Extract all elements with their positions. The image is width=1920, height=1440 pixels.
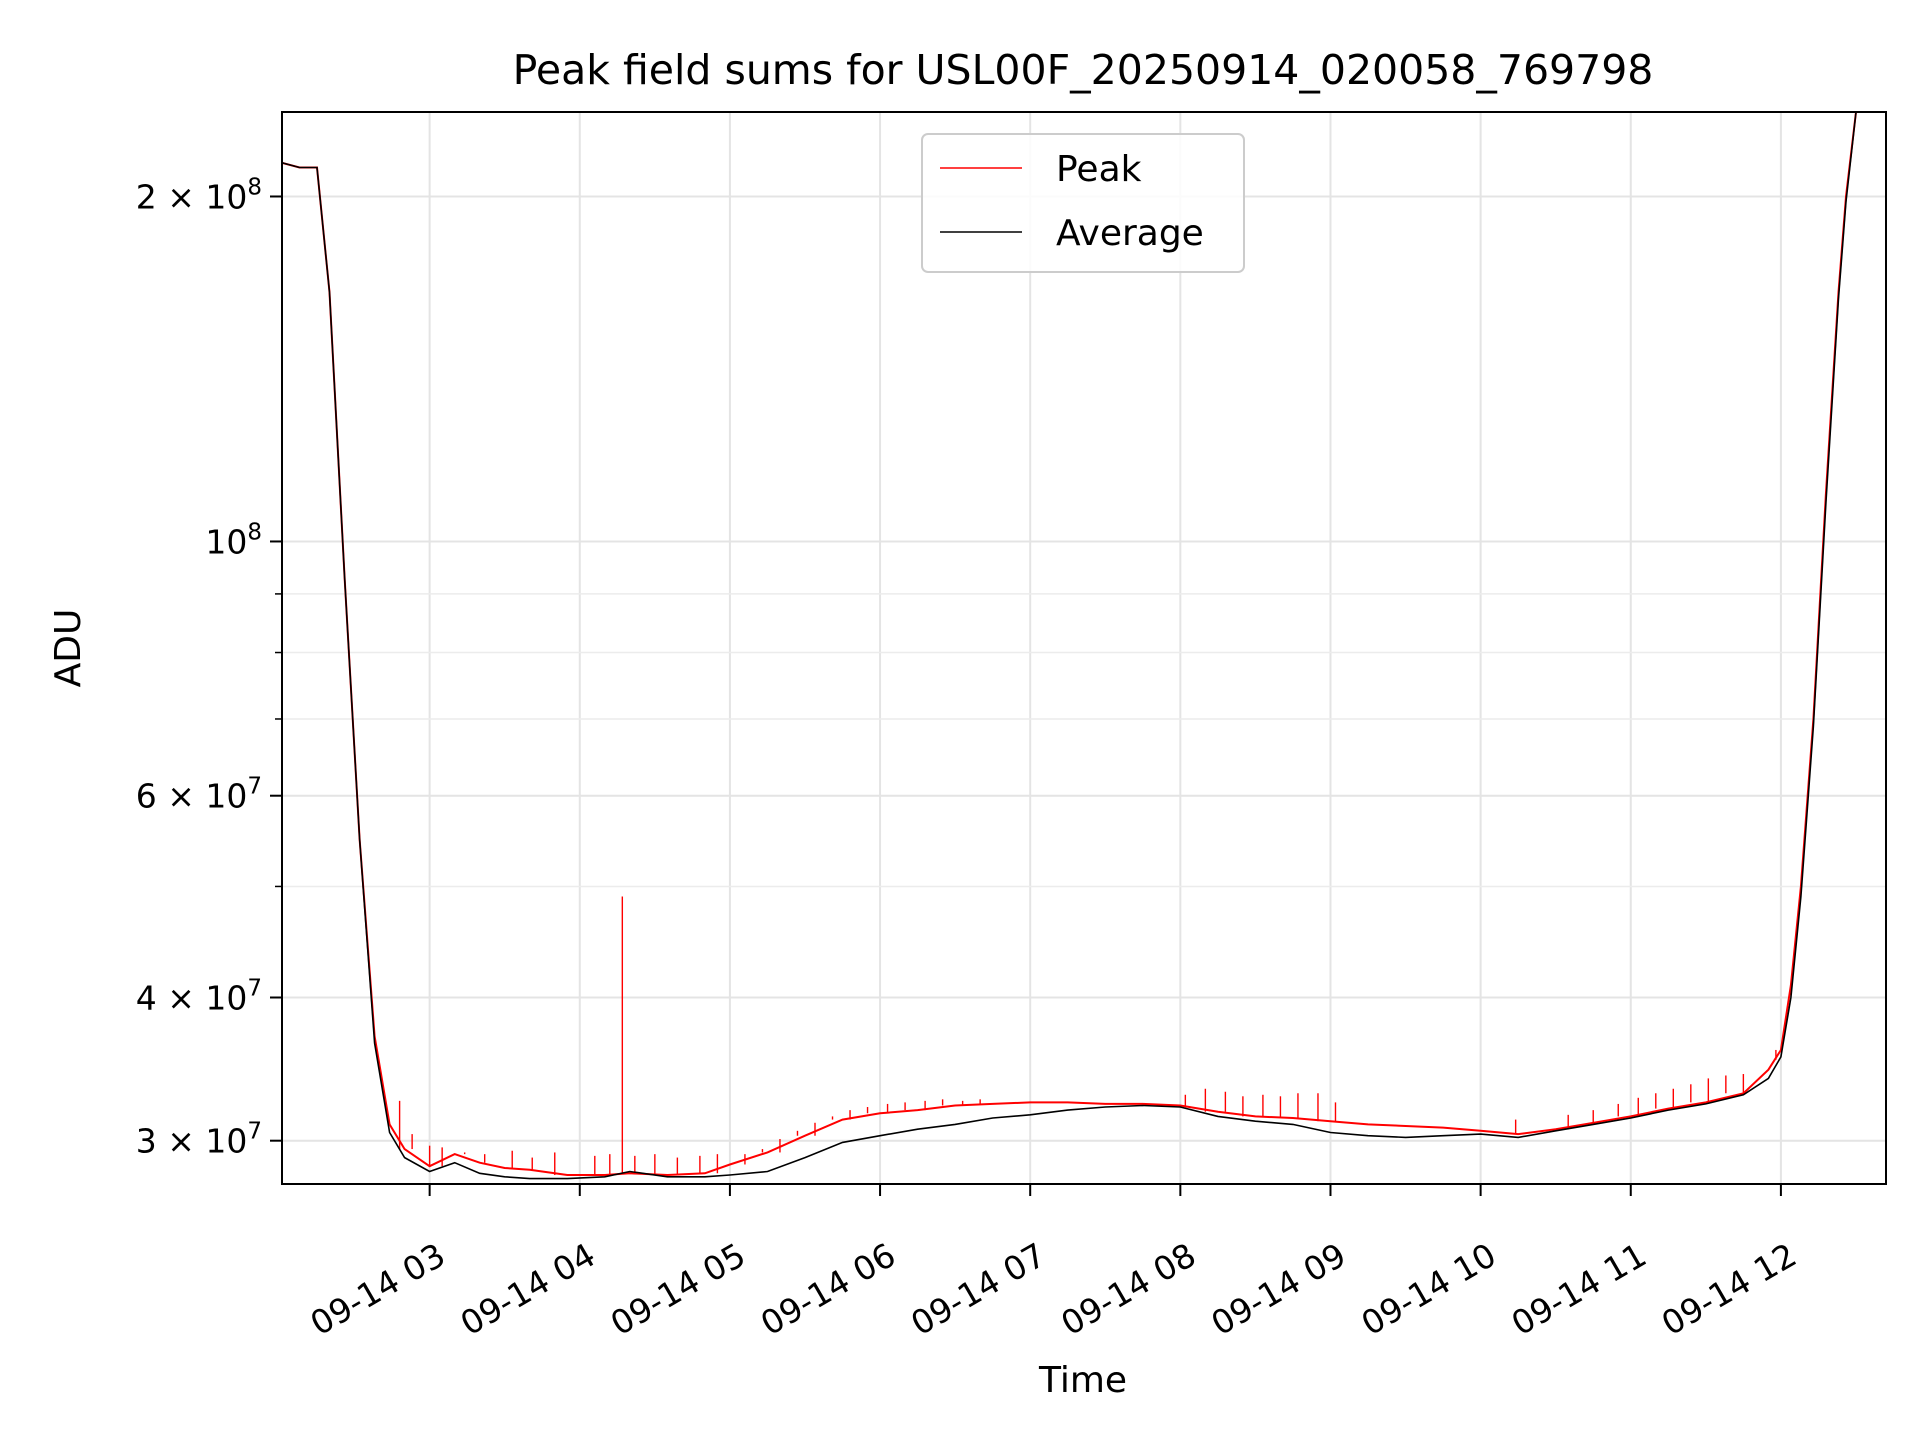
y-tick-label: 4 × 107 bbox=[136, 976, 262, 1018]
y-tick-label: 6 × 107 bbox=[136, 774, 262, 816]
chart-title: Peak field sums for USL00F_20250914_0200… bbox=[513, 46, 1654, 94]
series-line-average bbox=[282, 112, 1857, 1180]
plot-series bbox=[282, 112, 1857, 1180]
y-tick-label: 108 bbox=[205, 519, 262, 561]
legend: Peak Average bbox=[921, 133, 1245, 273]
legend-label-average: Average bbox=[1056, 213, 1204, 254]
x-axis-label: Time bbox=[1038, 1360, 1127, 1401]
y-axis-label: ADU bbox=[48, 609, 89, 688]
legend-label-peak: Peak bbox=[1056, 149, 1142, 190]
y-tick-label: 3 × 107 bbox=[136, 1119, 262, 1161]
series-line-peak bbox=[282, 112, 1857, 1177]
y-tick-label: 2 × 108 bbox=[136, 174, 262, 216]
plot-frame bbox=[281, 111, 1887, 1185]
